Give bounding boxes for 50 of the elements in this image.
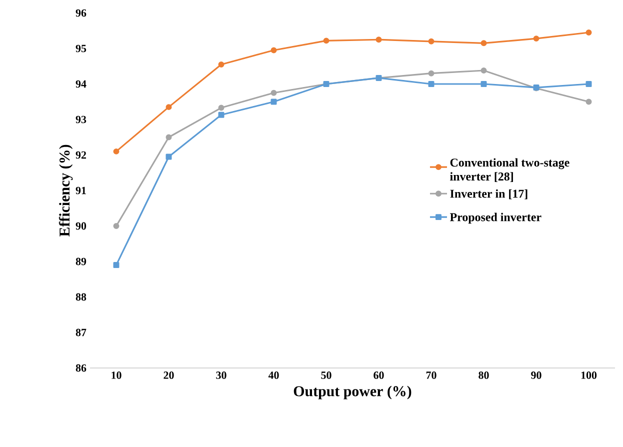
point — [428, 81, 434, 87]
y-tick-label: 89 — [76, 258, 86, 266]
x-tick-label: 20 — [164, 372, 174, 379]
point — [270, 98, 277, 105]
x-tick-label: 80 — [478, 372, 489, 379]
point — [586, 98, 592, 105]
x-tick-label: 90 — [531, 372, 542, 379]
y-tick-label: 94 — [76, 80, 86, 88]
point — [323, 38, 330, 44]
point — [113, 223, 120, 229]
y-axis-title: Efficiency (%) — [58, 144, 73, 237]
x-tick-label: 10 — [112, 372, 122, 379]
point — [218, 104, 224, 111]
legend-label: Proposed inverter — [450, 212, 542, 224]
point — [480, 81, 487, 87]
y-tick-label: 92 — [76, 151, 86, 159]
point — [533, 36, 540, 42]
x-tick-label: 100 — [581, 372, 597, 379]
y-tick-label: 96 — [76, 9, 86, 17]
y-tick-label: 87 — [76, 328, 86, 336]
point — [480, 40, 487, 46]
y-tick-label: 88 — [76, 293, 86, 301]
legend-label: Conventional two-stage inverter [28] — [450, 158, 570, 182]
x-axis-title: Output power (%) — [294, 386, 412, 400]
x-tick-label: 50 — [321, 372, 332, 379]
x-tick-label: 70 — [426, 372, 436, 379]
legend-label: Inverter in [17] — [450, 189, 528, 200]
x-tick-label: 60 — [374, 372, 384, 379]
point — [428, 70, 434, 76]
point — [166, 154, 172, 160]
y-tick-label: 95 — [76, 44, 86, 52]
point — [428, 38, 434, 44]
point — [586, 30, 592, 36]
point — [586, 81, 592, 87]
point — [480, 68, 487, 74]
point — [376, 36, 382, 43]
point — [166, 134, 172, 140]
y-tick-label: 93 — [76, 116, 86, 124]
y-tick-label: 90 — [76, 222, 86, 230]
point — [270, 47, 277, 54]
point — [166, 104, 172, 110]
point — [270, 90, 277, 96]
point — [218, 61, 224, 68]
point — [113, 148, 120, 154]
y-tick-label: 91 — [76, 186, 86, 194]
y-tick-label: 86 — [76, 364, 86, 372]
x-tick-label: 30 — [216, 372, 226, 379]
point — [113, 262, 120, 268]
x-tick-label: 40 — [268, 372, 279, 379]
point — [218, 112, 224, 118]
